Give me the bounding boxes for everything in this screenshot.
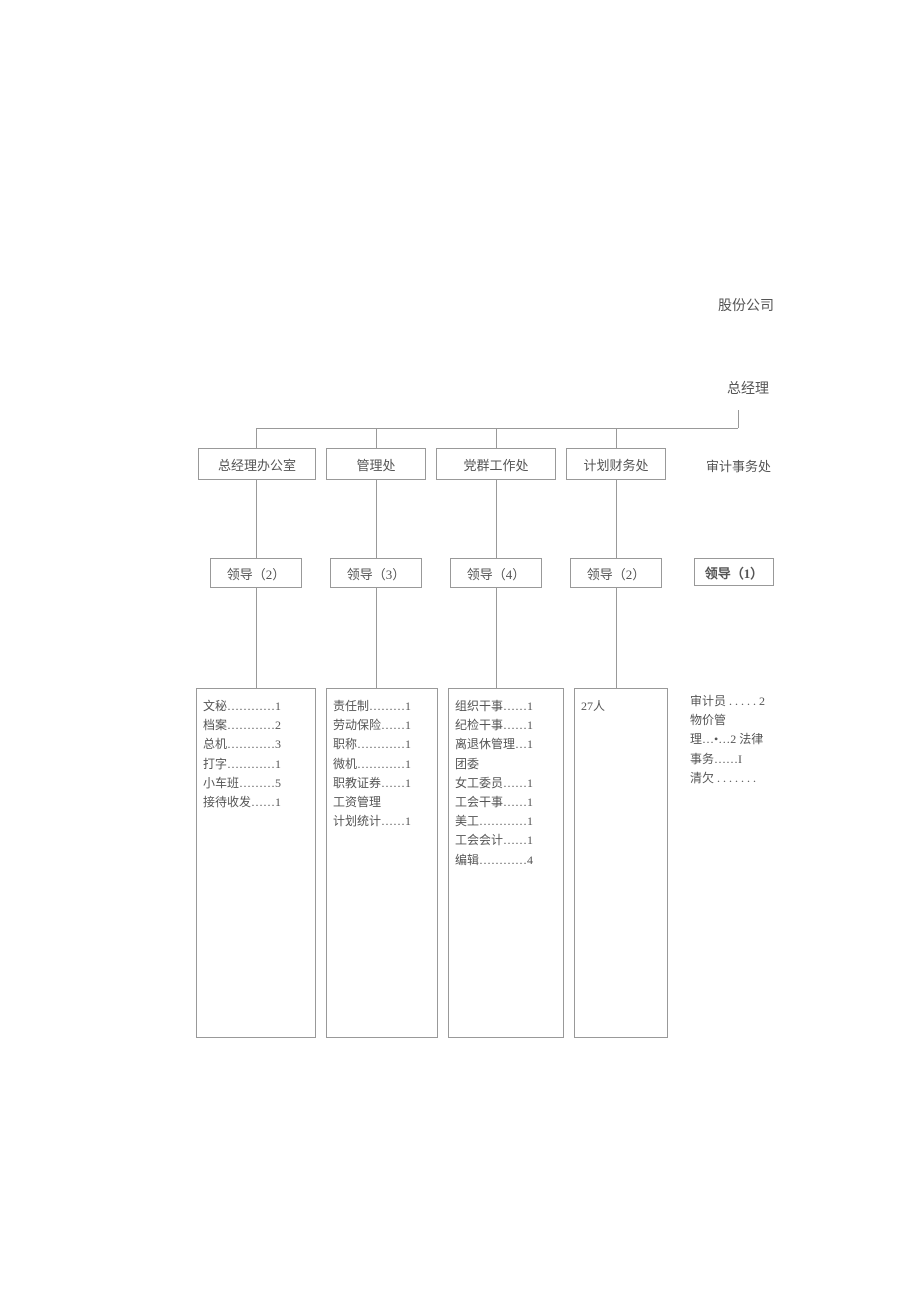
- list-item: 小车班………5: [203, 774, 309, 793]
- dept-label: 计划财务处: [583, 455, 648, 474]
- list-item: 女工委员……1: [455, 774, 557, 793]
- list-3: 组织干事……1 纪检干事……1 离退休管理…1 团委 女工委员……1 工会干事……: [448, 688, 564, 1038]
- drop-2: [376, 428, 377, 448]
- leader-label: 领导（4）: [467, 564, 526, 583]
- drop-4: [616, 428, 617, 448]
- leader-2: 领导（3）: [330, 558, 422, 588]
- list-5: 审计员 . . . . . 2 物价管 理…•…2 法律 事务……I 清欠 . …: [690, 692, 810, 788]
- list-4: 27人: [574, 688, 668, 1038]
- dept-finance: 计划财务处: [566, 448, 666, 480]
- list-item: 纪检干事……1: [455, 716, 557, 735]
- list-item: 工会干事……1: [455, 793, 557, 812]
- list-item: 审计员 . . . . . 2: [690, 692, 810, 711]
- d2l-2: [376, 480, 377, 558]
- dept-mgmt: 管理处: [326, 448, 426, 480]
- list-item: 责任制………1: [333, 697, 431, 716]
- list-item: 打字…………1: [203, 755, 309, 774]
- dept-label: 党群工作处: [463, 455, 528, 474]
- list-item: 组织干事……1: [455, 697, 557, 716]
- dept-label: 管理处: [356, 455, 395, 474]
- leader-label: 领导（3）: [347, 564, 406, 583]
- list-item: 27人: [581, 697, 661, 716]
- l2s-1: [256, 588, 257, 688]
- dept-audit: 审计事务处: [706, 456, 771, 475]
- list-2: 责任制………1 劳动保险……1 职称…………1 微机…………1 职教证券……1 …: [326, 688, 438, 1038]
- leader-label: 领导（2）: [227, 564, 286, 583]
- trunk-up: [738, 410, 739, 428]
- list-item: 总机…………3: [203, 735, 309, 754]
- company-label: 股份公司: [718, 295, 774, 315]
- list-item: 理…•…2 法律: [690, 730, 810, 749]
- list-item: 劳动保险……1: [333, 716, 431, 735]
- list-item: 接待收发……1: [203, 793, 309, 812]
- dept-gm-office: 总经理办公室: [198, 448, 316, 480]
- list-item: 职教证券……1: [333, 774, 431, 793]
- list-item: 工会会计……1: [455, 831, 557, 850]
- leader-5: 领导（1）: [694, 558, 774, 586]
- list-item: 清欠 . . . . . . .: [690, 769, 810, 788]
- list-item: 档案…………2: [203, 716, 309, 735]
- list-item: 事务……I: [690, 750, 810, 769]
- dept-label: 总经理办公室: [218, 455, 296, 474]
- leader-3: 领导（4）: [450, 558, 542, 588]
- list-item: 职称…………1: [333, 735, 431, 754]
- list-item: 计划统计……1: [333, 812, 431, 831]
- leader-label: 领导（2）: [587, 564, 646, 583]
- l2s-3: [496, 588, 497, 688]
- list-item: 文秘…………1: [203, 697, 309, 716]
- list-item: 工资管理: [333, 793, 431, 812]
- gm-label: 总经理: [727, 378, 769, 398]
- l2s-4: [616, 588, 617, 688]
- list-item: 美工…………1: [455, 812, 557, 831]
- list-item: 编辑…………4: [455, 851, 557, 870]
- drop-3: [496, 428, 497, 448]
- leader-1: 领导（2）: [210, 558, 302, 588]
- drop-1: [256, 428, 257, 448]
- list-1: 文秘…………1 档案…………2 总机…………3 打字…………1 小车班………5 …: [196, 688, 316, 1038]
- l2s-2: [376, 588, 377, 688]
- list-item: 团委: [455, 755, 557, 774]
- dept-party: 党群工作处: [436, 448, 556, 480]
- d2l-1: [256, 480, 257, 558]
- list-item: 离退休管理…1: [455, 735, 557, 754]
- d2l-4: [616, 480, 617, 558]
- trunk-line: [256, 428, 738, 429]
- list-item: 物价管: [690, 711, 810, 730]
- leader-label: 领导（1）: [705, 563, 764, 582]
- leader-4: 领导（2）: [570, 558, 662, 588]
- d2l-3: [496, 480, 497, 558]
- list-item: 微机…………1: [333, 755, 431, 774]
